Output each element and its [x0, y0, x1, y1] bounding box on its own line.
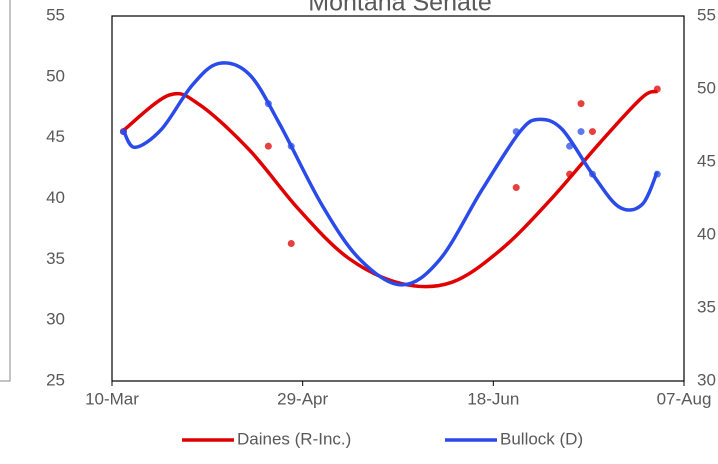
y2-tick-label: 55 — [697, 5, 716, 24]
chart-title: Montana Senate — [308, 0, 491, 17]
poll-point — [566, 170, 574, 178]
y-tick-label: 50 — [46, 66, 65, 85]
poll-point — [287, 142, 295, 150]
y-tick-label: 30 — [46, 310, 65, 329]
x-tick-label: 07-Aug — [657, 389, 712, 408]
y2-tick-label: 40 — [697, 224, 716, 243]
y-tick-label: 40 — [46, 188, 65, 207]
y2-tick-label: 30 — [697, 370, 716, 389]
poll-point — [588, 170, 596, 178]
y-tick-label: 45 — [46, 127, 65, 146]
poll-point — [264, 142, 272, 150]
x-tick-label: 10-Mar — [85, 389, 139, 408]
x-tick-label: 18-Jun — [467, 389, 519, 408]
poll-point — [566, 142, 574, 150]
y2-tick-label: 50 — [697, 78, 716, 97]
plot-frame — [111, 15, 685, 382]
y2-tick-label: 35 — [697, 297, 716, 316]
poll-point — [512, 184, 520, 192]
legend-label: Daines (R-Inc.) — [237, 429, 351, 448]
y2-tick-label: 45 — [697, 151, 716, 170]
y-tick-label: 25 — [46, 370, 65, 389]
poll-point — [119, 128, 127, 136]
poll-point — [653, 85, 661, 93]
trend-line — [122, 89, 658, 289]
x-tick-label: 29-Apr — [277, 389, 328, 408]
y-tick-label: 55 — [46, 5, 65, 24]
poll-point — [653, 170, 661, 178]
poll-point — [588, 128, 596, 136]
poll-point — [577, 128, 585, 136]
trend-line — [121, 61, 659, 287]
legend-label: Bullock (D) — [500, 429, 583, 448]
y-tick-label: 35 — [46, 249, 65, 268]
poll-point — [287, 240, 295, 248]
poll-point — [577, 100, 585, 108]
poll-point — [264, 100, 272, 108]
poll-point — [512, 128, 520, 136]
neighbor-frame — [0, 0, 11, 382]
